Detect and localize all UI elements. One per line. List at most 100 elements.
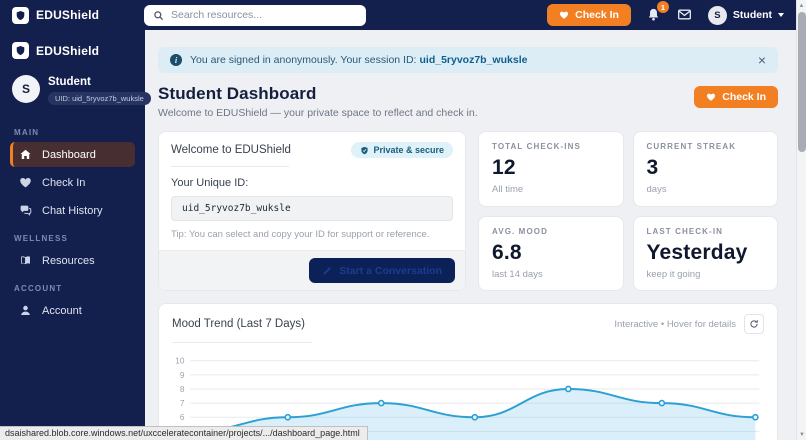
app-logo: EDUShield [12, 6, 144, 24]
stat-sub: days [646, 184, 667, 195]
search-bar[interactable] [144, 4, 366, 26]
private-secure-badge: Private & secure [351, 142, 453, 158]
topbar: EDUShield Check In 1 S Student [0, 0, 796, 30]
checkin-button-topbar[interactable]: Check In [547, 4, 631, 26]
stat-card-avg-mood: AVG. MOOD 6.8 last 14 days [478, 215, 624, 291]
heart-icon [707, 93, 716, 101]
welcome-card-title: Welcome to EDUShield [171, 144, 291, 156]
shield-logo-icon [12, 6, 29, 24]
session-id: uid_5ryvoz7b_wuksle [419, 54, 528, 66]
unique-id-value[interactable]: uid_5ryvoz7b_wuksle [171, 196, 453, 221]
sidebar-item-label: Chat History [42, 204, 103, 217]
sidebar-item-label: Account [42, 304, 82, 317]
sidebar-logo: EDUShield [10, 40, 135, 71]
heart-icon [20, 178, 31, 188]
chat-icon [20, 205, 32, 216]
refresh-button[interactable] [744, 314, 764, 334]
stat-card-current-streak: CURRENT STREAK 3 days [632, 131, 778, 207]
section-label-account: ACCOUNT [14, 284, 63, 293]
private-secure-label: Private & secure [373, 145, 444, 155]
session-banner: i You are signed in anonymously. Your se… [158, 47, 778, 73]
data-point[interactable] [658, 399, 666, 407]
stat-label: AVG. MOOD [492, 226, 548, 236]
checkin-button-page[interactable]: Check In [694, 86, 778, 108]
data-point[interactable] [377, 399, 385, 407]
brand-name: EDUShield [36, 8, 100, 22]
stat-sub: last 14 days [492, 268, 543, 280]
sidebar-item-label: Resources [42, 254, 95, 267]
shield-check-icon [361, 146, 369, 154]
stat-value: Yesterday [646, 240, 748, 264]
user-menu[interactable]: S Student [707, 5, 784, 25]
uid-badge: UID: uid_5ryvoz7b_wuksle [48, 92, 151, 105]
divider [171, 166, 289, 167]
data-point[interactable] [471, 413, 479, 421]
start-conversation-button[interactable]: Start a Conversation [309, 258, 455, 283]
stat-value: 12 [492, 156, 516, 179]
status-bar-url: dsaishared.blob.core.windows.net/uxccele… [0, 426, 368, 440]
sidebar: EDUShield S Student UID: uid_5ryvoz7b_wu… [0, 30, 151, 440]
chevron-down-icon [778, 13, 784, 17]
data-point[interactable] [752, 413, 759, 421]
welcome-card: Welcome to EDUShield Private & secure Yo… [158, 131, 466, 291]
sidebar-item-resources[interactable]: Resources [10, 248, 135, 273]
svg-text:7: 7 [180, 399, 185, 408]
scroll-down-arrow-icon[interactable]: ▼ [799, 431, 805, 438]
heart-icon [560, 11, 569, 19]
scroll-up-arrow-icon[interactable]: ▲ [798, 2, 805, 9]
unique-id-label: Your Unique ID: [171, 177, 249, 189]
page-title: Student Dashboard [158, 84, 317, 103]
page-subtitle: Welcome to EDUShield — your private spac… [158, 107, 478, 119]
close-icon[interactable]: × [757, 52, 766, 68]
sidebar-user-card: S Student UID: uid_5ryvoz7b_wuksle [10, 71, 151, 120]
checkin-button-label: Check In [575, 9, 619, 21]
divider [172, 342, 312, 343]
start-conversation-label: Start a Conversation [339, 264, 442, 277]
chart-hint: Interactive • Hover for details [614, 318, 736, 330]
stat-value: 6.8 [492, 240, 522, 264]
svg-text:10: 10 [175, 357, 185, 366]
home-icon [20, 149, 31, 160]
user-name: Student [48, 76, 91, 88]
data-point[interactable] [284, 413, 292, 421]
svg-text:8: 8 [180, 385, 185, 394]
stat-label: LAST CHECK-IN [646, 226, 724, 236]
sidebar-brand-name: EDUShield [36, 43, 100, 58]
svg-text:6: 6 [180, 413, 185, 422]
mood-trend-card: Mood Trend (Last 7 Days) Interactive • H… [158, 303, 778, 440]
user-menu-label: Student [732, 9, 772, 21]
stat-card-total-checkins: TOTAL CHECK-INS 12 All time [478, 131, 624, 207]
sidebar-item-chat-history[interactable]: Chat History [10, 198, 135, 223]
avatar: S [707, 5, 727, 25]
person-icon [21, 305, 30, 316]
shield-logo-icon [12, 42, 29, 59]
search-icon [154, 10, 164, 20]
sidebar-item-label: Dashboard [42, 148, 96, 161]
search-input[interactable] [171, 9, 357, 21]
main-content: i You are signed in anonymously. Your se… [145, 30, 796, 440]
browser-scrollbar[interactable]: ▲ ▼ [796, 0, 806, 440]
sidebar-item-account[interactable]: Account [10, 298, 135, 323]
stats-grid: TOTAL CHECK-INS 12 All time CURRENT STRE… [478, 131, 778, 291]
copy-tip: Tip: You can select and copy your ID for… [171, 229, 430, 240]
data-point[interactable] [565, 385, 572, 393]
svg-text:9: 9 [180, 371, 185, 380]
stat-label: CURRENT STREAK [646, 142, 737, 151]
stat-value: 3 [646, 156, 659, 179]
chart-title: Mood Trend (Last 7 Days) [172, 318, 305, 330]
banner-text: You are signed in anonymously. Your sess… [190, 54, 417, 66]
notifications-bell-icon[interactable]: 1 [646, 1, 669, 23]
section-label-main: MAIN [14, 128, 40, 137]
stat-label: TOTAL CHECK-INS [492, 142, 581, 151]
scrollbar-thumb[interactable] [798, 12, 806, 152]
sidebar-item-dashboard[interactable]: Dashboard [10, 142, 135, 167]
messages-envelope-icon[interactable] [677, 7, 693, 23]
stat-card-last-checkin: LAST CHECK-IN Yesterday keep it going [632, 215, 778, 291]
notification-count-badge: 1 [656, 1, 669, 13]
sidebar-item-check-in[interactable]: Check In [10, 170, 135, 195]
avatar: S [12, 75, 40, 103]
stat-sub: All time [492, 184, 524, 195]
section-label-wellness: WELLNESS [14, 234, 69, 243]
book-icon [21, 256, 30, 265]
stat-sub: keep it going [646, 268, 701, 280]
